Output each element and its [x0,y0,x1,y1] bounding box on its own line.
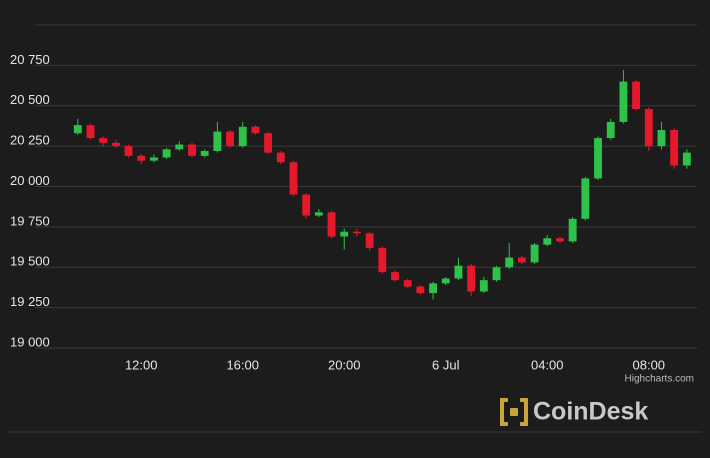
candle-body [251,126,260,134]
candle-body [213,131,222,151]
x-tick-label: 16:00 [226,357,259,372]
y-tick-label: 19 250 [10,294,50,309]
candle-body [314,212,323,216]
y-tick-label: 19 000 [10,334,50,349]
candle-body [543,238,552,245]
x-tick-label: 04:00 [531,357,564,372]
credits: Highcharts.com [625,374,694,385]
candle-body [403,280,412,287]
y-tick-label: 20 250 [10,133,50,148]
y-tick-label: 19 500 [10,254,50,269]
candle-body [429,283,438,294]
x-tick-label: 20:00 [328,357,361,372]
y-tick-label: 20 000 [10,173,50,188]
x-tick-label: 12:00 [125,357,158,372]
candle-body [594,138,602,179]
candle-body [492,267,501,281]
logo-icon [500,398,528,426]
candle-body [441,278,450,284]
y-tick-label: 20 500 [10,92,50,107]
candle-body [302,194,311,216]
candle-body [657,129,666,147]
candle-body [365,233,374,248]
candle-body [111,142,120,147]
candle-body [149,157,158,161]
candle-body [378,247,387,273]
candle-body [530,244,539,263]
candle-body [479,280,488,292]
candle-body [632,81,641,109]
x-tick-label: 6 Jul [432,357,460,372]
y-tick-label: 19 750 [10,213,50,228]
candle-body [454,265,463,279]
candle-body [124,146,133,156]
candle-body [327,212,336,237]
candle-body [517,257,526,263]
candle-body [73,125,82,134]
candle-body [99,138,108,143]
candle-body [353,231,361,234]
candle-body [619,81,628,122]
candle-body [238,126,247,147]
candle-body [670,129,679,166]
candle-body [644,108,653,147]
candle-body [606,121,615,139]
candle-body [264,133,273,153]
candle-body [682,152,691,166]
candle-body [226,131,234,147]
x-tick-label: 08:00 [633,357,666,372]
candle-body [289,162,298,195]
candle-body [175,144,184,150]
candle-body [340,231,349,237]
candle-body [162,149,171,158]
candle-body [200,150,209,156]
candle-body [581,178,590,219]
candle-body [568,218,577,242]
candle-body [137,155,146,161]
candle-body [188,144,196,156]
candle-body [505,257,514,268]
watermark: CoinDesk [533,398,648,426]
candle-body [467,265,476,292]
candle-body [86,125,95,139]
candle-body [556,238,564,242]
candle-body [391,272,399,281]
candle-body [416,286,425,294]
candle-body [276,152,285,163]
y-tick-label: 20 750 [10,52,50,67]
